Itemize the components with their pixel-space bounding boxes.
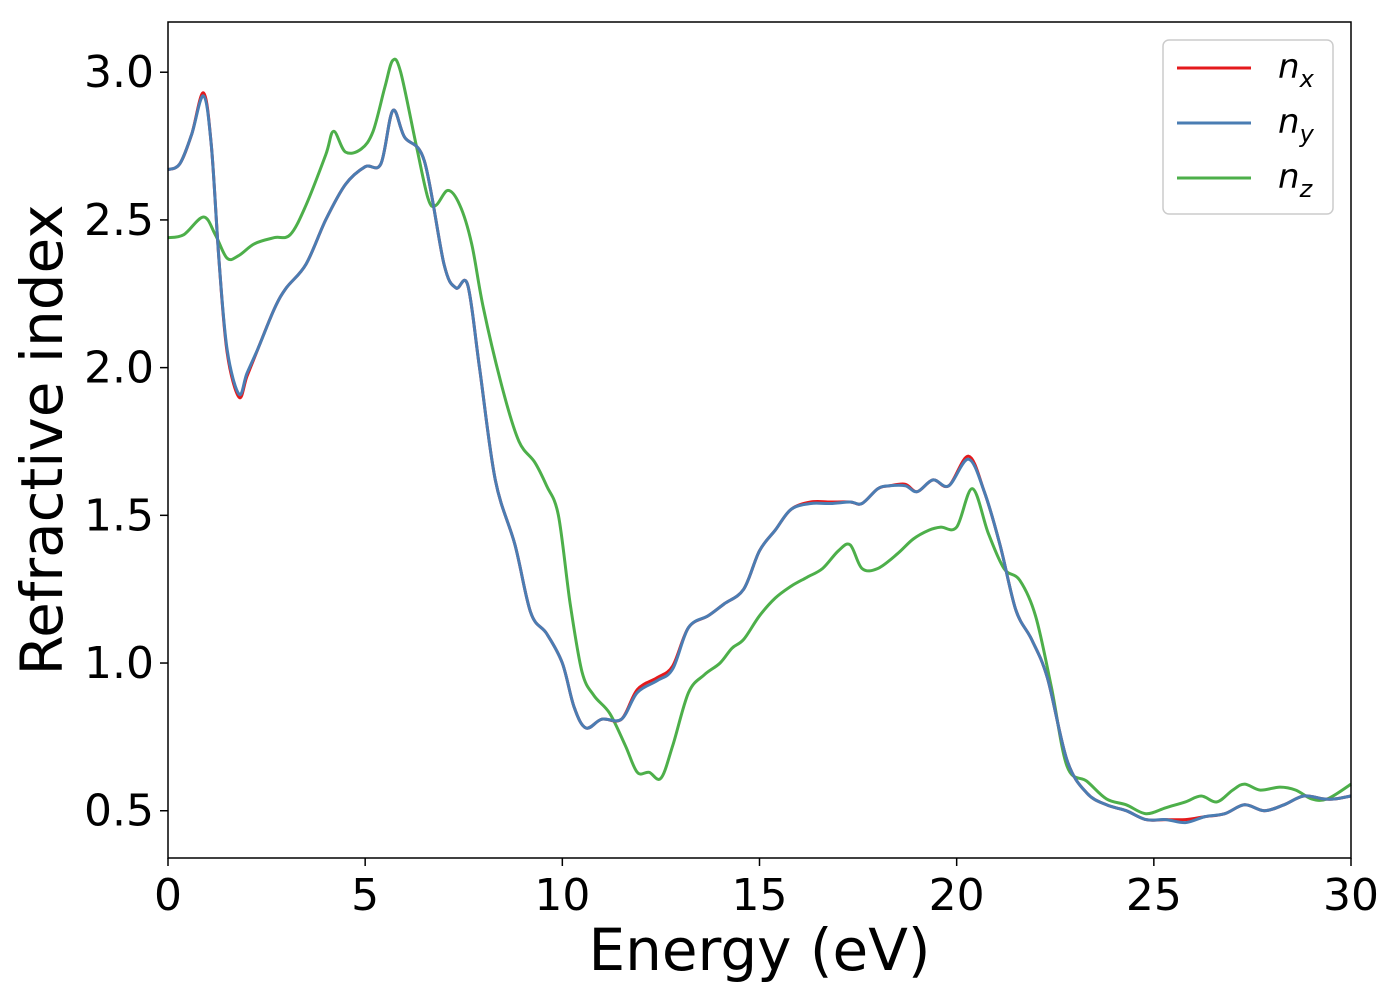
legend-box xyxy=(1162,39,1334,215)
x-tick-label: 10 xyxy=(534,870,590,921)
x-axis-ticks: 0 5 10 15 20 25 30 xyxy=(154,858,1379,921)
y-tick-label: 0.5 xyxy=(84,786,154,837)
x-tick-label: 15 xyxy=(732,870,788,921)
x-tick-label: 20 xyxy=(929,870,985,921)
series-line-nz xyxy=(167,57,1352,816)
x-axis-label: Energy (eV) xyxy=(588,916,930,984)
legend-label-nx: nx xyxy=(1278,47,1315,93)
y-tick-label: 2.0 xyxy=(84,343,154,394)
legend: nx ny nz xyxy=(1162,39,1334,215)
legend-label-ny: ny xyxy=(1278,102,1315,148)
x-tick-label: 5 xyxy=(351,870,379,921)
y-tick-label: 3.0 xyxy=(84,47,154,98)
y-tick-label: 1.0 xyxy=(84,638,154,689)
x-tick-label: 30 xyxy=(1323,870,1379,921)
y-tick-label: 1.5 xyxy=(84,490,154,541)
legend-label-nz: nz xyxy=(1278,157,1314,203)
plot-lines xyxy=(167,57,1352,825)
y-tick-label: 2.5 xyxy=(84,195,154,246)
series-line-ny xyxy=(167,94,1352,825)
x-tick-label: 0 xyxy=(154,870,182,921)
y-axis-ticks: 0.5 1.0 1.5 2.0 2.5 3.0 xyxy=(84,47,168,837)
y-axis-label: Refractive index xyxy=(8,204,76,675)
x-tick-label: 25 xyxy=(1126,870,1182,921)
